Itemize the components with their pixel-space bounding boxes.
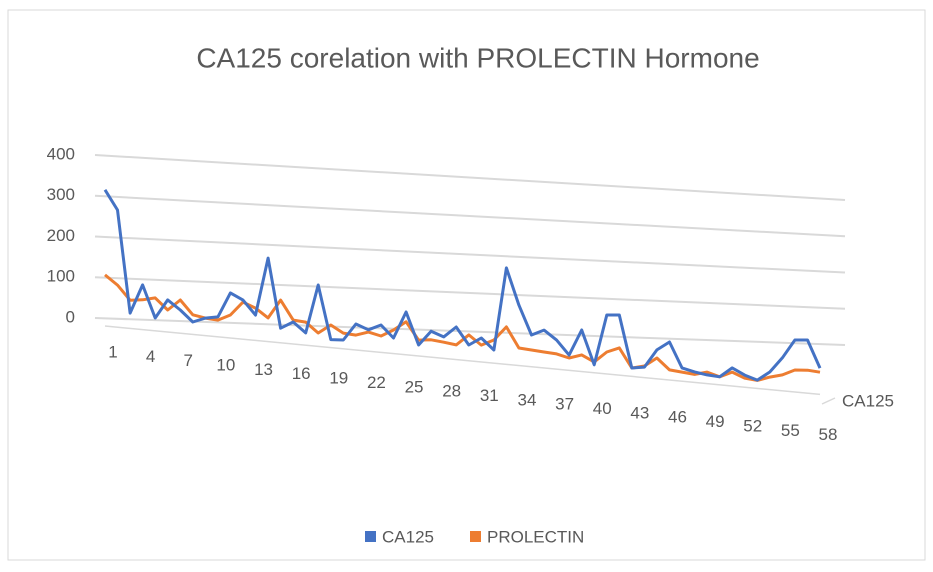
x-tick-label: 58 [819, 425, 838, 444]
y-tick-label: 100 [47, 267, 75, 286]
x-tick-label: 22 [367, 373, 386, 392]
series-line [103, 189, 822, 382]
y-tick-label: 0 [66, 307, 75, 326]
y-tick-label: 300 [47, 185, 75, 204]
x-tick-label: 7 [184, 351, 193, 370]
depth-axis-label: CA125 [842, 391, 894, 410]
grid-line [94, 276, 846, 310]
legend-swatch [470, 531, 481, 542]
x-tick-label: 52 [743, 416, 762, 435]
x-tick-label: 46 [668, 408, 687, 427]
x-tick-label: 25 [405, 377, 424, 396]
x-tick-label: 1 [108, 342, 117, 361]
x-tick-label: 40 [593, 399, 612, 418]
grid-line [94, 154, 846, 201]
x-tick-label: 49 [706, 412, 725, 431]
legend-label: PROLECTIN [487, 527, 584, 546]
depth-axis-line [821, 397, 836, 405]
x-tick-label: 10 [216, 356, 235, 375]
x-tick-label: 4 [146, 347, 155, 366]
x-tick-label: 34 [517, 390, 536, 409]
legend-swatch [365, 531, 376, 542]
x-tick-label: 19 [329, 369, 348, 388]
x-tick-label: 31 [480, 386, 499, 405]
grid-line [94, 194, 846, 238]
x-tick-label: 13 [254, 360, 273, 379]
y-tick-label: 400 [47, 144, 75, 163]
legend-label: CA125 [382, 527, 434, 546]
grid-line [94, 235, 846, 274]
chart-border [7, 9, 926, 561]
x-tick-label: 55 [781, 421, 800, 440]
x-axis-line [104, 325, 821, 396]
x-tick-label: 37 [555, 395, 574, 414]
grid-line [94, 317, 846, 346]
y-tick-label: 200 [47, 226, 75, 245]
x-tick-label: 28 [442, 382, 461, 401]
x-tick-label: 43 [630, 403, 649, 422]
x-tick-label: 16 [292, 364, 311, 383]
chart-title: CA125 corelation with PROLECTIN Hormone [196, 42, 759, 73]
